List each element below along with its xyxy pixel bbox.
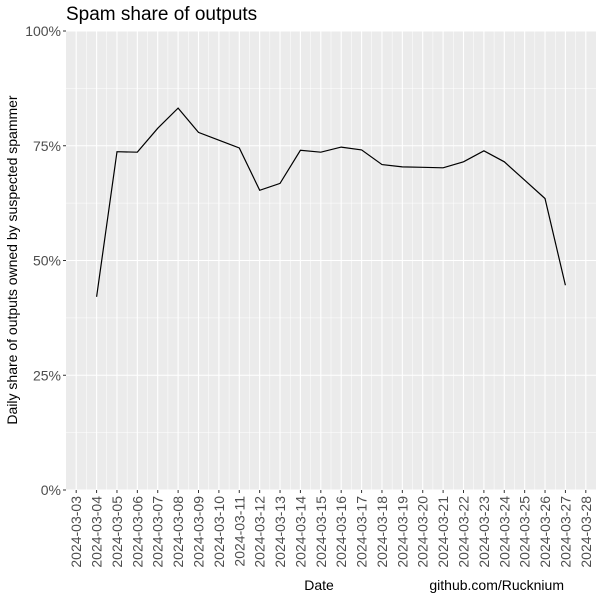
x-tick-label: 2024-03-10 [211,496,227,568]
x-tick-label: 2024-03-21 [435,496,451,568]
x-tick-label: 2024-03-20 [415,496,431,568]
x-tick-label: 2024-03-03 [68,496,84,568]
y-tick-label: 75% [33,138,61,154]
x-tick-label: 2024-03-15 [313,496,329,568]
x-tick-label: 2024-03-05 [109,496,125,568]
x-tick-label: 2024-03-17 [354,496,370,568]
y-axis-title: Daily share of outputs owned by suspecte… [4,95,20,425]
chart-title: Spam share of outputs [66,4,257,25]
series-line [96,107,566,297]
x-tick-label: 2024-03-24 [496,496,512,568]
grid-major [66,30,596,491]
y-tick-label: 0% [41,482,61,498]
x-tick-label: 2024-03-06 [129,496,145,568]
x-tick-label: 2024-03-14 [292,496,308,568]
x-tick-label: 2024-03-19 [394,496,410,568]
x-tick-label: 2024-03-11 [231,496,247,567]
x-tick-label: 2024-03-13 [272,496,288,568]
x-tick-label: 2024-03-16 [333,496,349,568]
x-tick-label: 2024-03-28 [578,496,594,568]
x-tick-label: 2024-03-18 [374,496,390,568]
y-axis: 0% 25% 50% 75% 100% [25,23,66,498]
x-tick-label: 2024-03-08 [170,496,186,568]
x-tick-label: 2024-03-26 [537,496,553,568]
y-tick-label: 25% [33,367,61,383]
x-tick-label: 2024-03-22 [456,496,472,568]
x-tick-label: 2024-03-25 [517,496,533,568]
x-tick-label: 2024-03-23 [476,496,492,568]
x-tick-label: 2024-03-04 [89,496,105,568]
x-axis-title: Date [304,577,334,593]
x-tick-label: 2024-03-09 [191,496,207,568]
x-tick-label: 2024-03-07 [150,496,166,568]
caption: github.com/Rucknium [429,577,564,593]
x-tick-label: 2024-03-27 [557,496,573,568]
x-tick-label: 2024-03-12 [252,496,268,568]
y-tick-label: 50% [33,253,61,269]
x-axis: 2024-03-03 2024-03-04 2024-03-05 2024-03-06… [68,490,594,568]
y-tick-label: 100% [25,23,61,39]
